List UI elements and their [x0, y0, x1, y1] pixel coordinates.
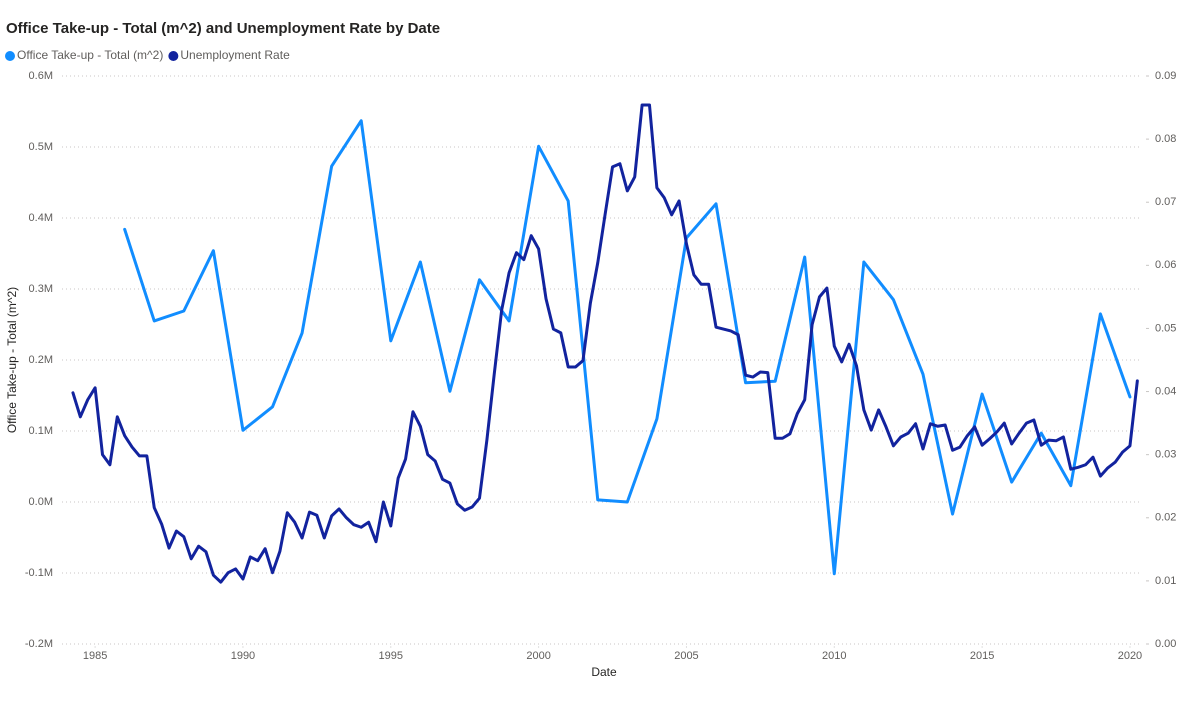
- x-tick-label: 2000: [526, 650, 550, 662]
- x-tick-label: 1995: [379, 650, 403, 662]
- line-series: [71, 103, 1139, 584]
- legend-marker: [168, 51, 179, 61]
- x-tick-label: 2010: [822, 650, 846, 662]
- x-axis-title: Date: [591, 665, 617, 679]
- y-tick-label: 0.0M: [29, 496, 53, 508]
- x-tick-label: 1985: [83, 650, 107, 662]
- legend-label: Office Take-up - Total (m^2): [17, 48, 163, 62]
- y2-tick-label: 0.00: [1155, 638, 1176, 650]
- y2-tick-label: 0.09: [1155, 70, 1176, 82]
- y-tick-label: 0.5M: [29, 141, 53, 153]
- y-tick-label: 0.3M: [29, 283, 53, 295]
- y-tick-label: 0.4M: [29, 212, 53, 224]
- x-tick-label: 2015: [970, 650, 994, 662]
- y2-tick-label: 0.04: [1155, 385, 1176, 397]
- y-tick-label: 0.6M: [29, 70, 53, 82]
- y-axis-title: Office Take-up - Total (m^2): [5, 287, 19, 433]
- legend-marker: [5, 51, 15, 61]
- y2-tick-label: 0.03: [1155, 449, 1176, 461]
- y2-tick-label: 0.06: [1155, 259, 1176, 271]
- y2-tick-label: 0.07: [1155, 196, 1176, 208]
- y2-tick-label: 0.01: [1155, 575, 1176, 587]
- y2-tick-label: 0.02: [1155, 512, 1176, 524]
- y-tick-label: 0.1M: [29, 425, 53, 437]
- line-series: [123, 119, 1132, 576]
- x-tick-label: 1990: [231, 650, 255, 662]
- x-tick-label: 2020: [1118, 650, 1142, 662]
- y-tick-label: -0.1M: [25, 567, 53, 579]
- y2-tick-label: 0.05: [1155, 322, 1176, 334]
- x-tick-label: 2005: [674, 650, 698, 662]
- y2-tick-label: 0.08: [1155, 133, 1176, 145]
- chart-title: Office Take-up - Total (m^2) and Unemplo…: [6, 20, 440, 37]
- y-tick-label: -0.2M: [25, 638, 53, 650]
- legend-label: Unemployment Rate: [180, 48, 290, 62]
- y-tick-label: 0.2M: [29, 354, 53, 366]
